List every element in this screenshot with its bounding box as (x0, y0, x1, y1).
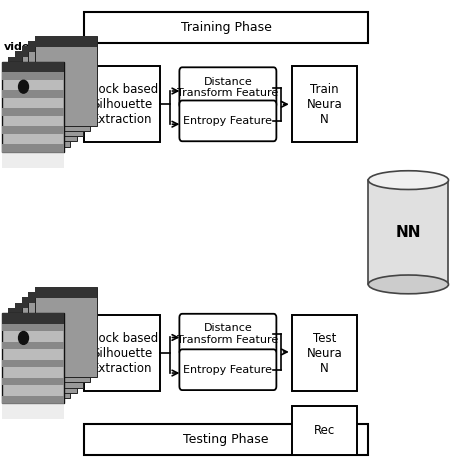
FancyBboxPatch shape (2, 152, 64, 168)
Text: Train
Neura
N: Train Neura N (307, 83, 342, 126)
Text: Distance
Transform Feature: Distance Transform Feature (177, 77, 279, 99)
Ellipse shape (368, 275, 448, 294)
FancyBboxPatch shape (2, 313, 64, 324)
Text: Rec: Rec (314, 424, 335, 437)
Text: Training Phase: Training Phase (181, 21, 272, 34)
FancyBboxPatch shape (2, 145, 64, 152)
FancyBboxPatch shape (2, 73, 64, 80)
FancyBboxPatch shape (21, 298, 83, 388)
FancyBboxPatch shape (179, 100, 276, 141)
FancyBboxPatch shape (9, 308, 70, 398)
FancyBboxPatch shape (2, 403, 64, 419)
FancyBboxPatch shape (9, 308, 70, 319)
FancyBboxPatch shape (2, 127, 64, 134)
FancyBboxPatch shape (84, 315, 160, 391)
FancyBboxPatch shape (28, 41, 90, 131)
FancyBboxPatch shape (21, 298, 83, 308)
FancyBboxPatch shape (2, 62, 64, 152)
FancyBboxPatch shape (15, 302, 77, 313)
FancyBboxPatch shape (28, 41, 90, 52)
FancyBboxPatch shape (368, 180, 448, 284)
FancyBboxPatch shape (28, 292, 90, 303)
FancyBboxPatch shape (21, 46, 83, 57)
FancyBboxPatch shape (292, 315, 357, 391)
FancyBboxPatch shape (9, 56, 70, 146)
FancyBboxPatch shape (2, 62, 64, 73)
FancyBboxPatch shape (21, 46, 83, 137)
FancyBboxPatch shape (2, 91, 64, 98)
FancyBboxPatch shape (28, 292, 90, 383)
FancyBboxPatch shape (35, 287, 97, 377)
Circle shape (18, 331, 28, 345)
FancyBboxPatch shape (84, 66, 160, 142)
FancyBboxPatch shape (84, 424, 368, 455)
FancyBboxPatch shape (179, 314, 276, 355)
Ellipse shape (368, 171, 448, 190)
FancyBboxPatch shape (2, 360, 64, 367)
FancyBboxPatch shape (9, 56, 70, 67)
Text: NN: NN (396, 225, 421, 240)
FancyBboxPatch shape (35, 36, 97, 126)
Circle shape (18, 80, 28, 93)
Text: Block based
Silhouette
Extraction: Block based Silhouette Extraction (87, 332, 158, 374)
FancyBboxPatch shape (35, 287, 97, 298)
Text: Block based
Silhouette
Extraction: Block based Silhouette Extraction (87, 83, 158, 126)
FancyBboxPatch shape (292, 66, 357, 142)
Text: Entropy Feature: Entropy Feature (183, 365, 273, 375)
Text: Testing Phase: Testing Phase (183, 433, 269, 446)
FancyBboxPatch shape (179, 349, 276, 390)
FancyBboxPatch shape (35, 36, 97, 47)
FancyBboxPatch shape (2, 109, 64, 116)
FancyBboxPatch shape (2, 313, 64, 403)
FancyBboxPatch shape (179, 67, 276, 108)
FancyBboxPatch shape (2, 342, 64, 349)
FancyBboxPatch shape (2, 324, 64, 331)
FancyBboxPatch shape (15, 51, 77, 62)
FancyBboxPatch shape (2, 378, 64, 385)
FancyBboxPatch shape (292, 406, 357, 455)
Text: Entropy Feature: Entropy Feature (183, 116, 273, 126)
FancyBboxPatch shape (15, 51, 77, 141)
FancyBboxPatch shape (15, 302, 77, 392)
Text: Test
Neura
N: Test Neura N (307, 332, 342, 374)
Text: videos: videos (4, 42, 44, 53)
FancyBboxPatch shape (84, 12, 368, 43)
FancyBboxPatch shape (2, 396, 64, 403)
Text: Distance
Transform Feature: Distance Transform Feature (177, 323, 279, 345)
